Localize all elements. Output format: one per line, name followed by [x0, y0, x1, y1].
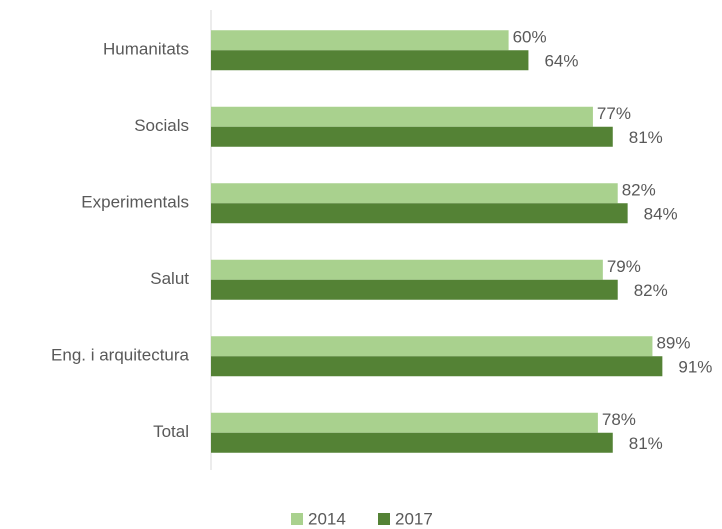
bar [211, 30, 509, 51]
category-label: Eng. i arquitectura [51, 346, 190, 365]
bar [211, 126, 613, 147]
value-label: 82% [622, 181, 656, 200]
bar [211, 412, 598, 433]
legend-swatch [378, 513, 390, 525]
bar [211, 183, 618, 204]
category-label: Humanitats [103, 40, 189, 59]
category-label: Experimentals [81, 193, 189, 212]
bar [211, 279, 618, 300]
bar [211, 106, 593, 127]
legend-label: 2014 [308, 509, 346, 528]
bar [211, 356, 663, 377]
legend-swatch [291, 513, 303, 525]
value-label: 78% [602, 410, 636, 429]
value-label: 84% [644, 205, 678, 224]
legend-label: 2017 [395, 509, 433, 528]
value-label: 81% [629, 128, 663, 147]
value-label: 91% [678, 358, 712, 377]
bar [211, 50, 529, 71]
value-label: 77% [597, 104, 631, 123]
value-label: 60% [513, 28, 547, 47]
category-label: Total [153, 422, 189, 441]
bar [211, 259, 603, 280]
category-label: Socials [134, 116, 189, 135]
value-label: 64% [544, 52, 578, 71]
value-label: 81% [629, 434, 663, 453]
value-label: 79% [607, 257, 641, 276]
bar [211, 336, 653, 357]
bar [211, 203, 628, 224]
value-label: 89% [656, 334, 690, 353]
category-label: Salut [150, 269, 189, 288]
bar [211, 432, 613, 453]
value-label: 82% [634, 281, 668, 300]
